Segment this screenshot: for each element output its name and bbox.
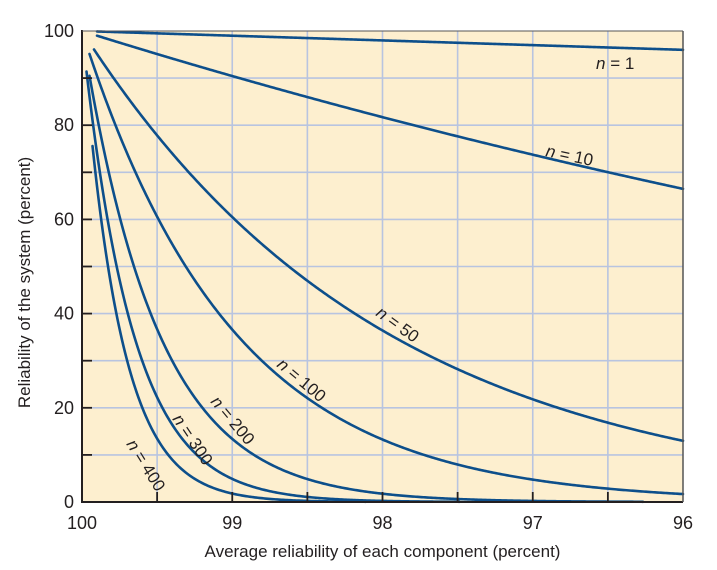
curve-label-n-1: n = 1 xyxy=(596,54,634,73)
curve-label-value: = 1 xyxy=(605,54,634,73)
curve-n-10 xyxy=(95,34,685,191)
y-tick-label: 0 xyxy=(64,492,74,512)
y-tick-label: 60 xyxy=(54,209,74,229)
y-tick-label: 20 xyxy=(54,398,74,418)
y-axis-title: Reliability of the system (percent) xyxy=(15,157,34,408)
curve-n-1 xyxy=(95,30,685,52)
y-tick-label: 80 xyxy=(54,115,74,135)
y-tick-label: 100 xyxy=(44,21,74,41)
plot-frame xyxy=(81,30,684,503)
curve-label-variable: n xyxy=(544,141,557,162)
x-axis-title: Average reliability of each component (p… xyxy=(205,542,561,561)
x-tick-label: 100 xyxy=(67,513,97,533)
x-tick-label: 99 xyxy=(222,513,242,533)
curve-label-variable: n xyxy=(596,54,605,73)
x-tick-label: 98 xyxy=(372,513,392,533)
x-tick-label: 97 xyxy=(523,513,543,533)
tick-labels: 100 99 98 97 96 0 20 40 60 80 100 xyxy=(44,21,693,533)
curve-n-100 xyxy=(88,52,685,496)
x-tick-label: 96 xyxy=(673,513,693,533)
curve-n-50 xyxy=(92,48,685,443)
y-tick-label: 40 xyxy=(54,304,74,324)
grid-lines xyxy=(82,31,683,502)
